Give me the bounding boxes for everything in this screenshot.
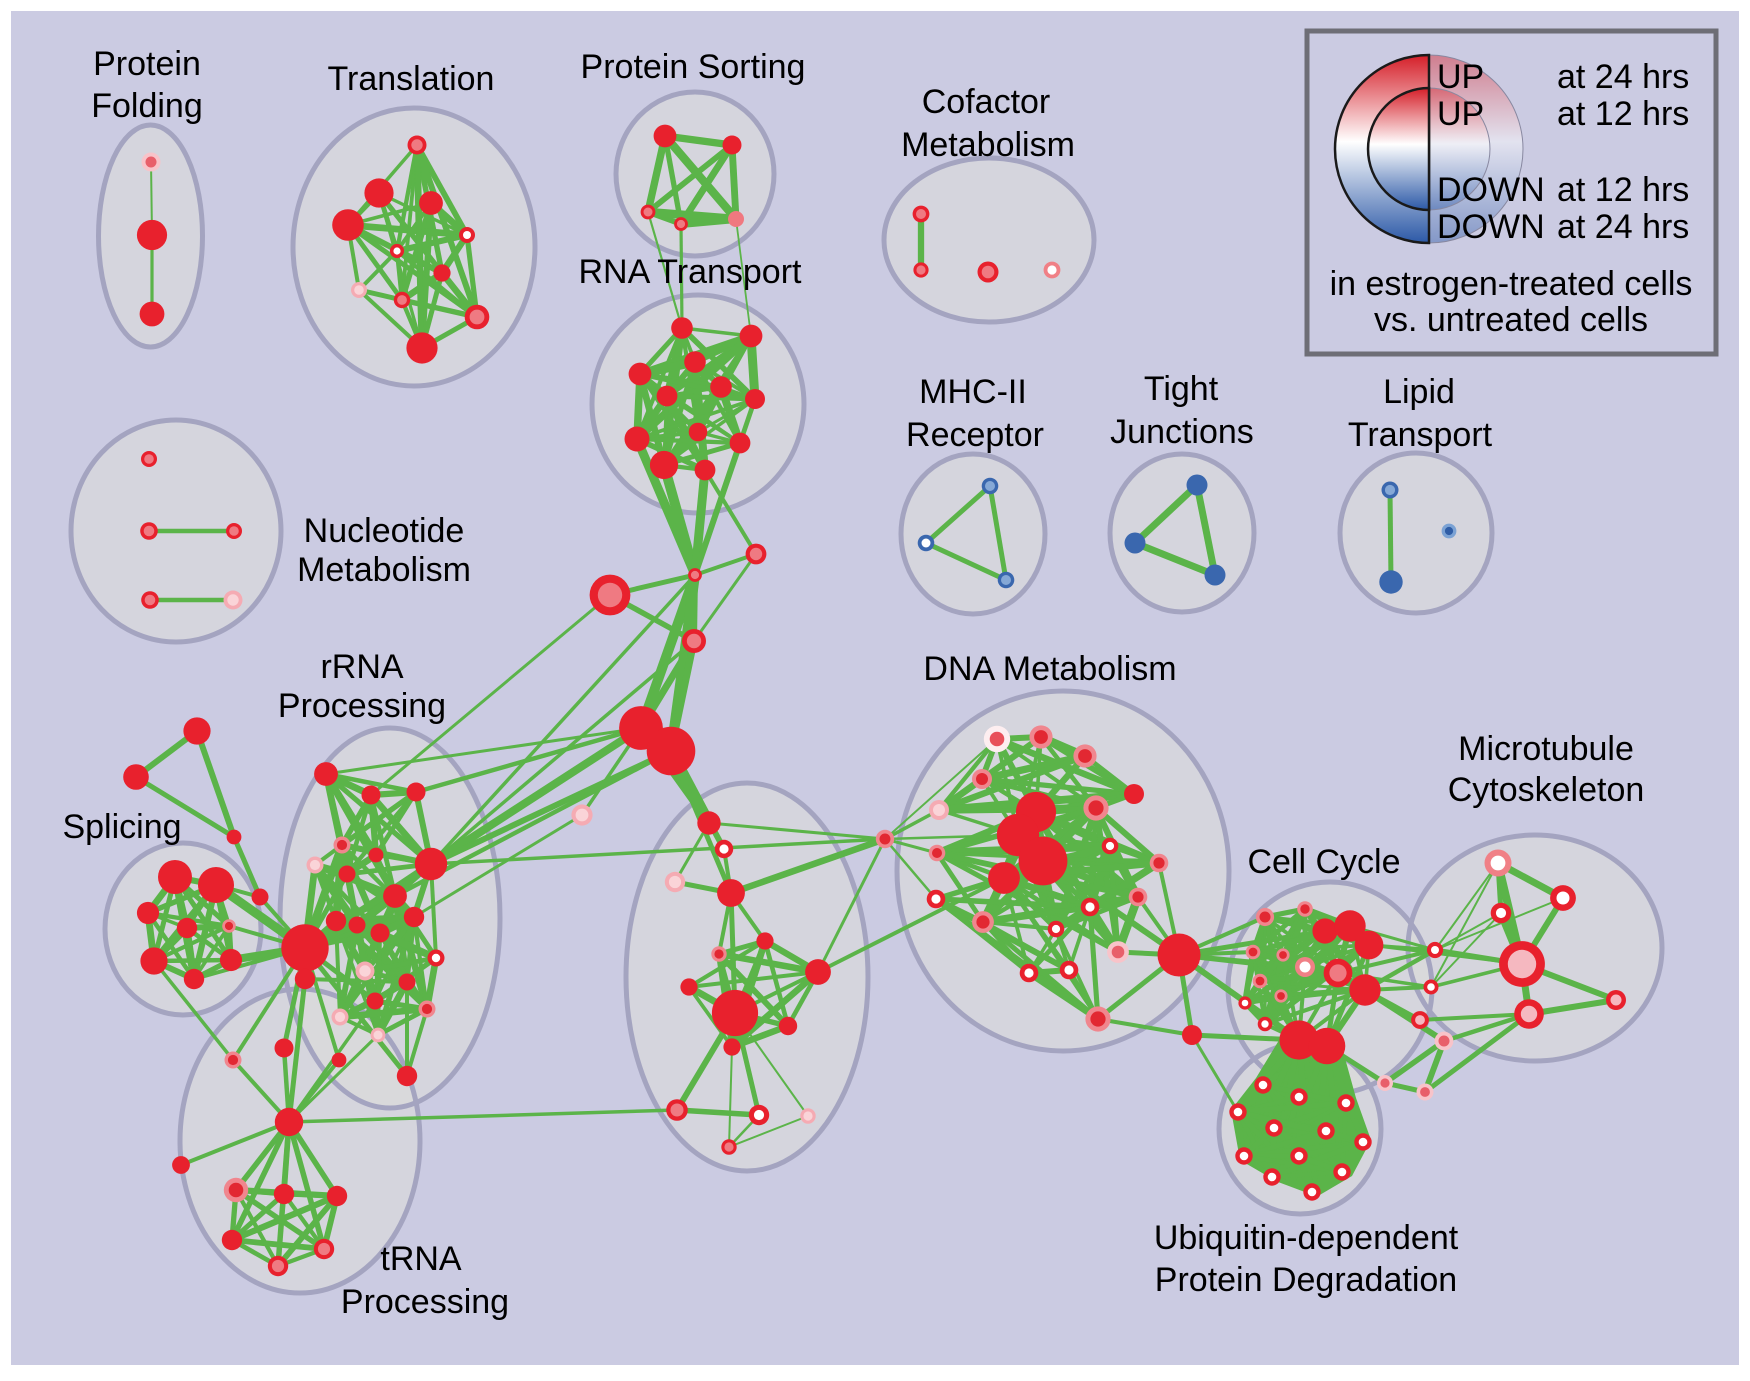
- svg-text:MHC-II: MHC-II: [919, 373, 1027, 411]
- svg-text:at 12 hrs: at 12 hrs: [1557, 171, 1689, 209]
- svg-text:Protein Sorting: Protein Sorting: [581, 48, 806, 86]
- svg-text:Processing: Processing: [278, 687, 446, 725]
- svg-text:DOWN: DOWN: [1437, 208, 1545, 246]
- svg-text:Transport: Transport: [1348, 416, 1493, 454]
- svg-text:tRNA: tRNA: [380, 1240, 462, 1278]
- svg-text:UP: UP: [1437, 58, 1484, 96]
- svg-text:Nucleotide: Nucleotide: [304, 512, 465, 550]
- svg-text:RNA Transport: RNA Transport: [579, 253, 803, 291]
- svg-text:Tight: Tight: [1144, 370, 1219, 408]
- svg-text:Receptor: Receptor: [906, 416, 1044, 454]
- svg-text:at 12 hrs: at 12 hrs: [1557, 95, 1689, 133]
- svg-text:in estrogen-treated cells: in estrogen-treated cells: [1330, 265, 1693, 303]
- svg-text:Ubiquitin-dependent: Ubiquitin-dependent: [1154, 1219, 1459, 1257]
- svg-text:Cofactor: Cofactor: [922, 83, 1051, 121]
- svg-text:Metabolism: Metabolism: [297, 551, 471, 589]
- svg-text:at 24 hrs: at 24 hrs: [1557, 58, 1689, 96]
- svg-text:Lipid: Lipid: [1383, 373, 1455, 411]
- svg-text:DNA Metabolism: DNA Metabolism: [923, 650, 1176, 688]
- svg-text:DOWN: DOWN: [1437, 171, 1545, 209]
- svg-text:Microtubule: Microtubule: [1458, 730, 1634, 768]
- svg-text:Cell Cycle: Cell Cycle: [1247, 843, 1400, 881]
- svg-text:Junctions: Junctions: [1110, 413, 1254, 451]
- svg-text:vs. untreated cells: vs. untreated cells: [1374, 301, 1648, 339]
- svg-text:Cytoskeleton: Cytoskeleton: [1448, 771, 1645, 809]
- svg-text:rRNA: rRNA: [320, 648, 403, 686]
- svg-text:at 24 hrs: at 24 hrs: [1557, 208, 1689, 246]
- svg-text:Splicing: Splicing: [62, 808, 181, 846]
- svg-text:Protein Degradation: Protein Degradation: [1155, 1261, 1457, 1299]
- svg-text:Protein: Protein: [93, 45, 201, 83]
- svg-text:UP: UP: [1437, 95, 1484, 133]
- svg-text:Metabolism: Metabolism: [901, 126, 1075, 164]
- svg-text:Processing: Processing: [341, 1283, 509, 1321]
- svg-text:Translation: Translation: [328, 60, 495, 98]
- svg-text:Folding: Folding: [91, 87, 203, 125]
